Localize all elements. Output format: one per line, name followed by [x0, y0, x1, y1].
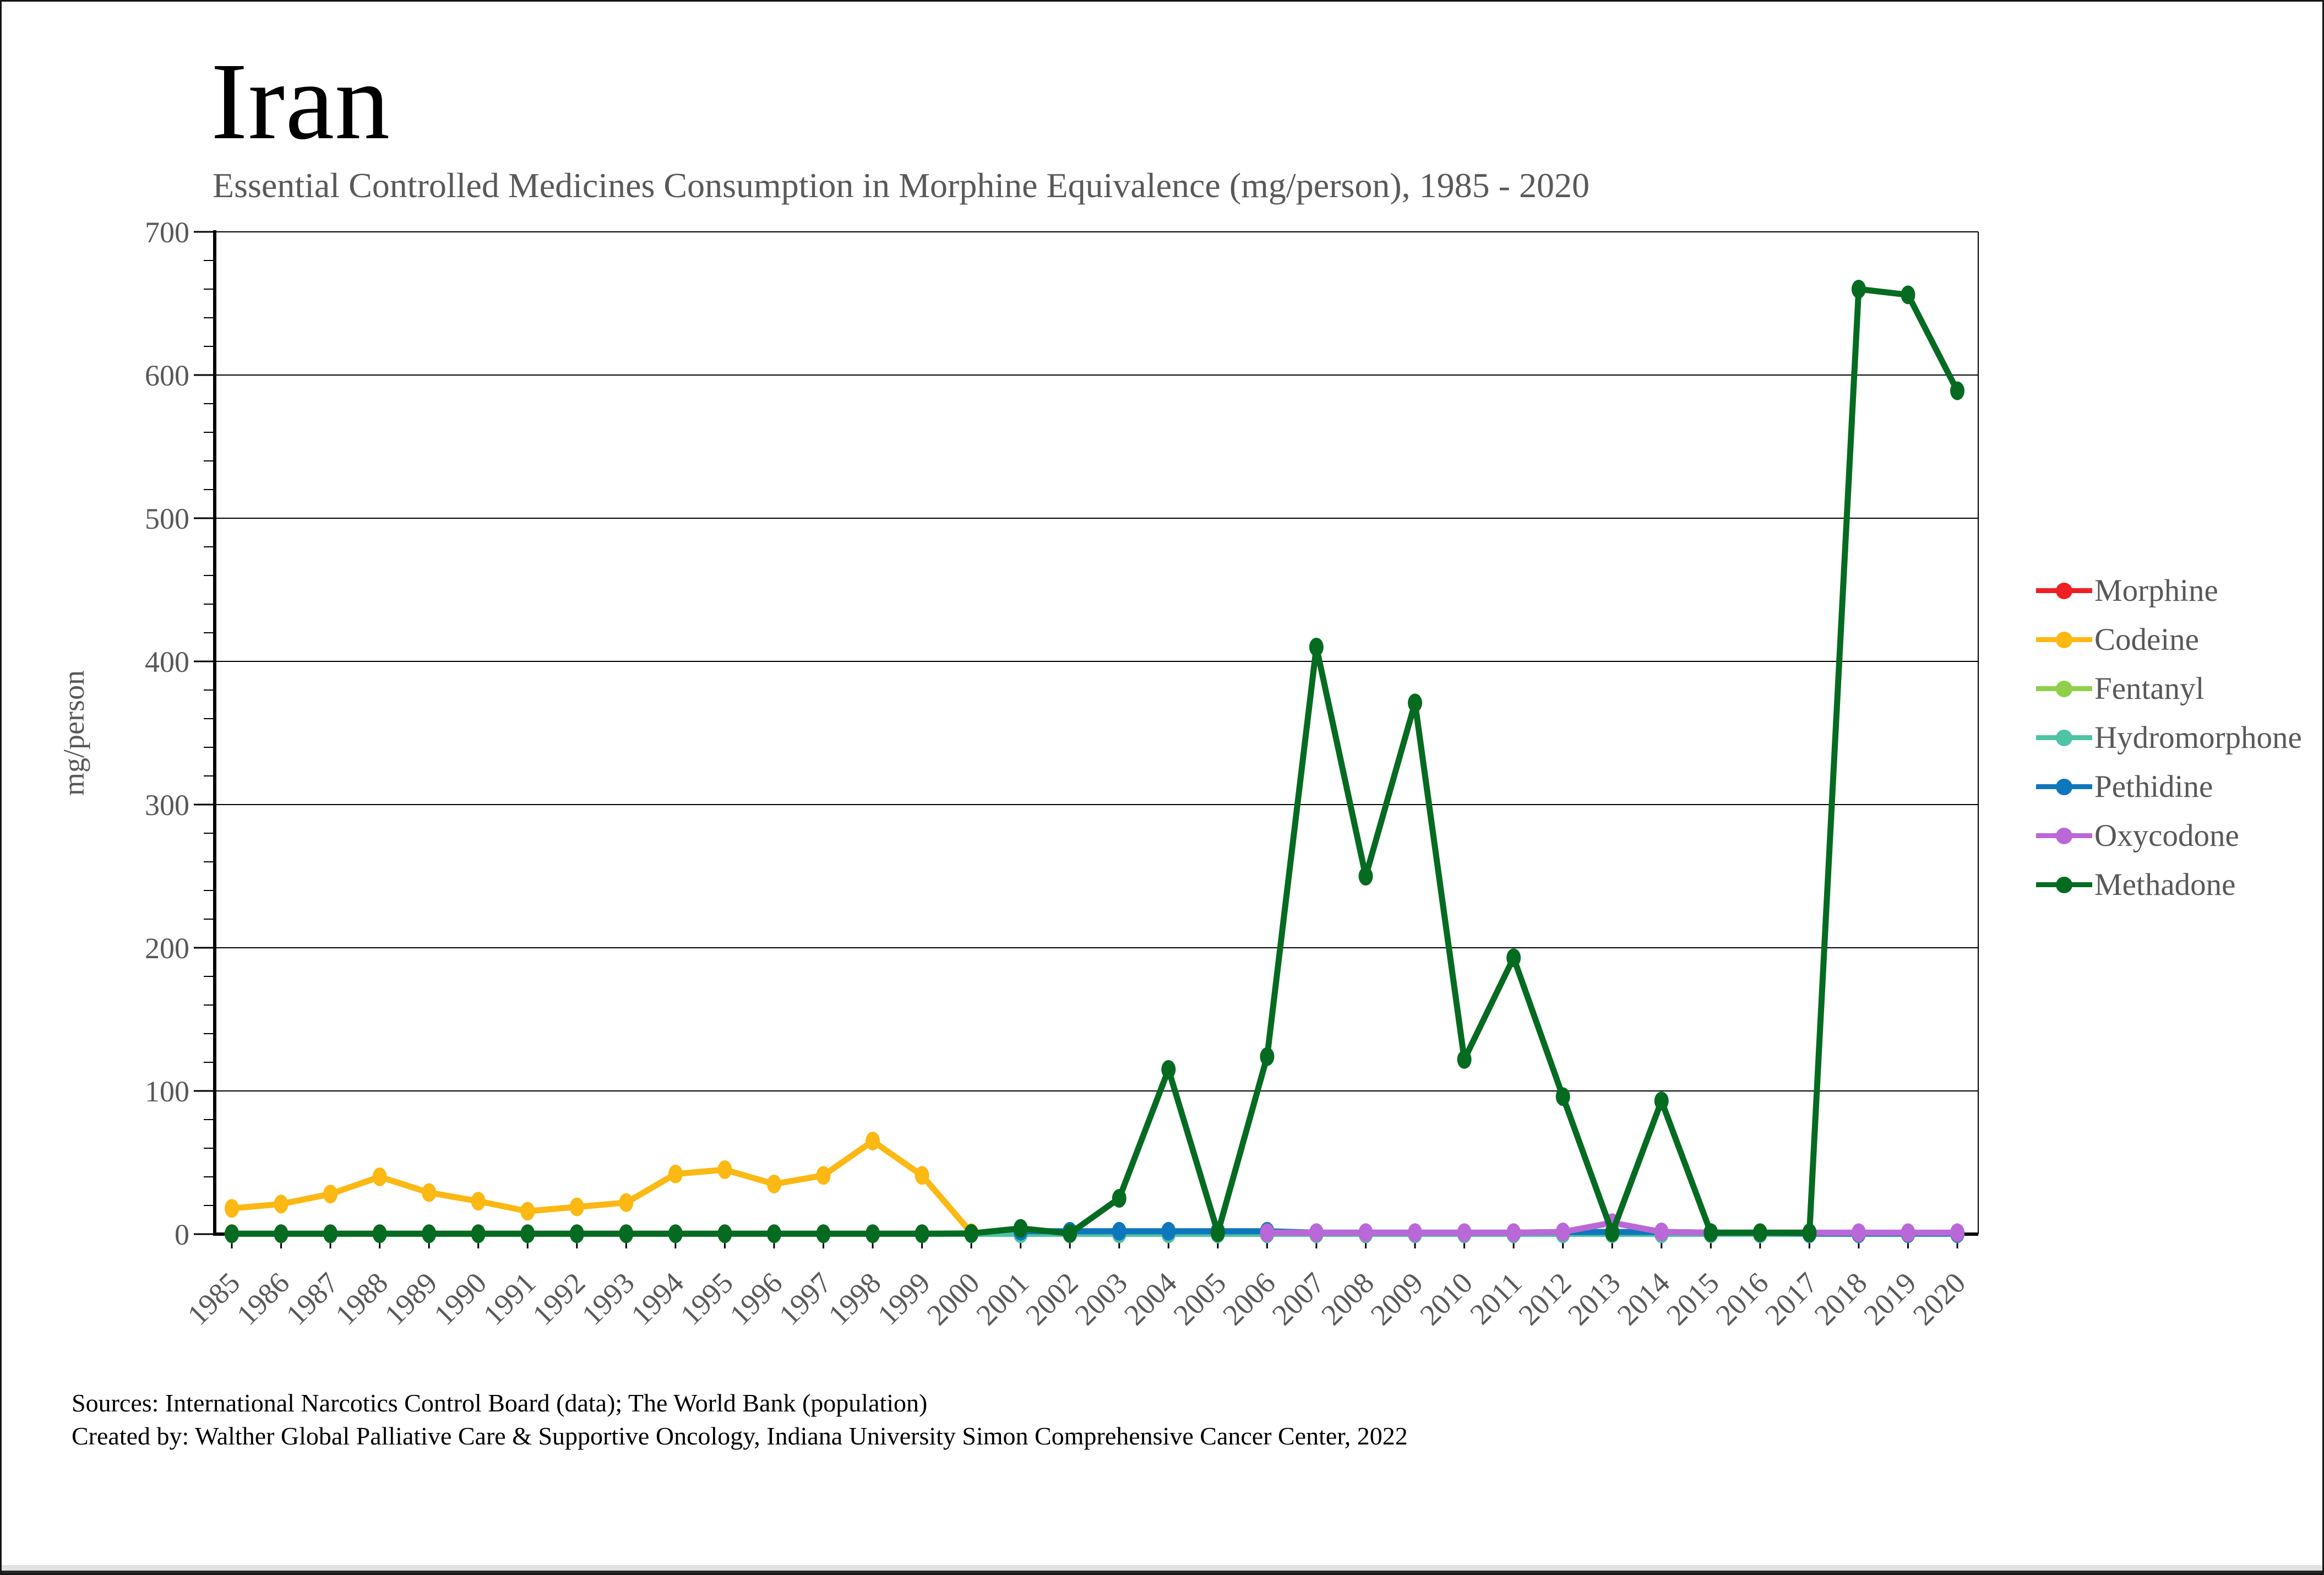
legend-label: Oxycodone	[2094, 818, 2239, 853]
svg-text:2018: 2018	[1808, 1266, 1874, 1332]
svg-text:1995: 1995	[674, 1266, 739, 1332]
svg-text:2016: 2016	[1710, 1266, 1775, 1332]
svg-text:2010: 2010	[1413, 1266, 1479, 1332]
svg-text:1996: 1996	[723, 1266, 789, 1332]
chart-subtitle: Essential Controlled Medicines Consumpti…	[213, 166, 1590, 205]
svg-text:2002: 2002	[1019, 1266, 1085, 1332]
svg-text:0: 0	[175, 1218, 189, 1251]
svg-text:2011: 2011	[1463, 1266, 1528, 1330]
svg-text:2015: 2015	[1660, 1266, 1726, 1332]
sources-line: Sources: International Narcotics Control…	[72, 1389, 928, 1417]
svg-text:1986: 1986	[230, 1266, 296, 1332]
codeine-line-swatch-icon	[2036, 631, 2092, 648]
svg-text:1997: 1997	[772, 1266, 838, 1332]
svg-text:600: 600	[145, 359, 189, 392]
svg-text:500: 500	[145, 502, 189, 535]
svg-text:1988: 1988	[329, 1266, 394, 1332]
fentanyl-line-swatch-icon	[2036, 680, 2092, 697]
svg-text:200: 200	[145, 932, 189, 965]
svg-text:2006: 2006	[1216, 1266, 1282, 1332]
oxycodone-line-swatch-icon	[2036, 827, 2092, 844]
svg-text:2014: 2014	[1610, 1266, 1676, 1332]
bottom-strip-light	[0, 1565, 2324, 1571]
svg-text:2017: 2017	[1759, 1266, 1824, 1332]
svg-text:2004: 2004	[1118, 1266, 1183, 1332]
legend-label: Fentanyl	[2094, 671, 2205, 706]
svg-text:1991: 1991	[477, 1266, 542, 1332]
legend-item-oxycodone: Oxycodone	[2036, 811, 2302, 860]
svg-text:1999: 1999	[871, 1266, 937, 1332]
legend-item-pethidine: Pethidine	[2036, 762, 2302, 811]
svg-text:mg/person: mg/person	[57, 670, 90, 796]
svg-text:100: 100	[145, 1075, 189, 1108]
svg-text:2013: 2013	[1561, 1266, 1627, 1332]
svg-text:2008: 2008	[1315, 1266, 1380, 1332]
svg-text:2003: 2003	[1068, 1266, 1134, 1332]
svg-text:300: 300	[145, 789, 189, 822]
source-attribution: Sources: International Narcotics Control…	[72, 1387, 1408, 1453]
legend-label: Hydromorphone	[2094, 720, 2302, 755]
svg-text:2009: 2009	[1364, 1266, 1430, 1332]
legend-label: Morphine	[2094, 573, 2218, 608]
svg-text:2019: 2019	[1857, 1266, 1923, 1332]
svg-text:1998: 1998	[822, 1266, 888, 1332]
svg-text:1994: 1994	[625, 1266, 690, 1332]
svg-text:2007: 2007	[1266, 1266, 1331, 1332]
legend-item-fentanyl: Fentanyl	[2036, 664, 2302, 713]
chart-title: Iran	[211, 41, 390, 162]
svg-text:1987: 1987	[280, 1266, 345, 1332]
svg-text:1990: 1990	[427, 1266, 493, 1332]
svg-text:400: 400	[145, 645, 189, 678]
legend-item-morphine: Morphine	[2036, 566, 2302, 615]
legend-item-codeine: Codeine	[2036, 615, 2302, 664]
hydromorphone-line-swatch-icon	[2036, 729, 2092, 746]
svg-text:1985: 1985	[181, 1266, 247, 1332]
legend-label: Codeine	[2094, 622, 2199, 657]
svg-text:2000: 2000	[921, 1266, 986, 1332]
legend-item-hydromorphone: Hydromorphone	[2036, 713, 2302, 762]
svg-text:2020: 2020	[1907, 1266, 1972, 1332]
svg-text:1989: 1989	[378, 1266, 444, 1332]
svg-text:2005: 2005	[1167, 1266, 1233, 1332]
svg-text:2001: 2001	[970, 1266, 1035, 1332]
methadone-line-swatch-icon	[2036, 876, 2092, 893]
svg-text:1993: 1993	[575, 1266, 641, 1332]
chart-legend: Morphine Codeine Fentanyl Hydromorphone …	[2036, 566, 2302, 909]
legend-label: Pethidine	[2094, 769, 2213, 804]
svg-text:1992: 1992	[526, 1266, 591, 1332]
created-by-line: Created by: Walther Global Palliative Ca…	[72, 1421, 1408, 1450]
morphine-line-swatch-icon	[2036, 582, 2092, 599]
svg-text:2012: 2012	[1512, 1266, 1577, 1332]
bottom-strip-dark	[0, 1571, 2324, 1575]
legend-label: Methadone	[2094, 867, 2236, 902]
legend-item-methadone: Methadone	[2036, 860, 2302, 909]
pethidine-line-swatch-icon	[2036, 778, 2092, 795]
svg-text:700: 700	[145, 216, 189, 249]
